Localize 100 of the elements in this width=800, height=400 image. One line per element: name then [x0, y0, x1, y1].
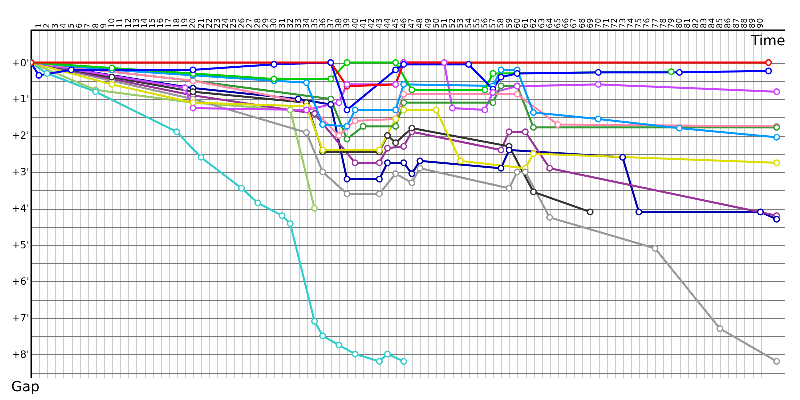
point	[668, 68, 675, 76]
point	[384, 160, 392, 166]
x-tick-label: 55	[472, 18, 482, 28]
point	[278, 212, 286, 220]
point	[408, 125, 416, 132]
y-tick-label: +1'	[12, 94, 30, 106]
point	[336, 342, 342, 349]
x-tick-label: 58	[496, 18, 506, 28]
point	[36, 72, 42, 79]
point	[546, 214, 554, 222]
point	[757, 208, 764, 216]
x-tick-label: 18	[172, 18, 182, 28]
x-tick-label: 25	[229, 18, 238, 28]
point	[408, 180, 416, 186]
x-tick-label: 90	[756, 18, 766, 28]
point	[482, 106, 488, 114]
x-tick-label: 68	[578, 18, 587, 28]
point	[352, 106, 359, 114]
point	[530, 109, 538, 116]
point	[457, 158, 464, 165]
x-tick-label: 24	[221, 18, 230, 28]
point	[498, 146, 505, 154]
point	[295, 96, 302, 103]
x-tick-label: 15	[148, 18, 158, 28]
y-tick-label: +6'	[12, 276, 30, 288]
x-tick-label: 84	[708, 18, 717, 28]
point	[530, 150, 538, 158]
point	[522, 168, 529, 176]
point	[311, 318, 318, 325]
x-tick-label: 10	[108, 18, 117, 28]
point	[765, 59, 772, 66]
x-tick-label: 20	[188, 18, 198, 28]
point	[254, 200, 262, 206]
point	[376, 176, 384, 183]
x-tick-label: 4	[58, 23, 68, 28]
point	[190, 104, 197, 112]
point	[400, 106, 408, 114]
x-tick-label: 59	[504, 18, 514, 28]
point	[319, 121, 326, 128]
point	[287, 220, 294, 228]
x-tick-label: 51	[440, 18, 449, 28]
x-tick-label: 12	[124, 18, 133, 28]
point	[392, 66, 400, 74]
point	[595, 81, 602, 88]
x-tick-label: 34	[302, 18, 312, 28]
x-tick-label: 40	[350, 18, 360, 28]
x-tick-label: 66	[562, 18, 571, 28]
point	[198, 154, 205, 161]
x-tick-label: 76	[642, 18, 652, 28]
point	[108, 81, 116, 88]
x-tick-label: 47	[408, 18, 417, 28]
point	[336, 132, 342, 140]
y-tick-label: +7'	[12, 313, 30, 324]
x-tick-label: 23	[212, 18, 222, 28]
point	[652, 245, 659, 252]
point	[376, 160, 384, 166]
x-tick-label: 77	[650, 18, 660, 28]
point	[311, 110, 318, 118]
point	[392, 123, 400, 130]
x-tick-label: 44	[383, 18, 392, 28]
point	[530, 188, 538, 196]
x-tick-label: 36	[318, 18, 328, 28]
point	[400, 143, 408, 150]
x-tick-label: 74	[626, 18, 636, 28]
x-tick-label: 26	[237, 18, 246, 28]
x-tick-label: 89	[748, 18, 758, 28]
x-tick-label: 83	[699, 18, 708, 28]
x-tick-label: 19	[180, 18, 190, 28]
x-tick-label: 85	[716, 18, 725, 28]
x-tick-label: 65	[553, 18, 562, 28]
point	[319, 332, 326, 340]
point	[619, 154, 626, 161]
point	[498, 165, 505, 172]
y-tick-label: +2'	[12, 131, 30, 142]
point	[328, 96, 334, 103]
point	[400, 81, 408, 88]
point	[514, 168, 521, 176]
x-tick-label: 31	[278, 18, 287, 28]
point	[400, 358, 408, 365]
x-tick-label: 72	[610, 18, 620, 28]
x-tick-label: 62	[529, 18, 538, 28]
x-tick-label: 80	[675, 18, 684, 28]
x-tick-label: 35	[310, 18, 320, 28]
point	[774, 160, 780, 166]
point	[774, 134, 780, 141]
x-tick-label: 75	[634, 18, 644, 28]
point	[765, 68, 772, 75]
point	[108, 74, 116, 81]
point	[287, 106, 294, 114]
x-tick-label: 33	[294, 18, 304, 28]
x-tick-label: 28	[254, 18, 263, 28]
x-tick-label: 13	[132, 18, 141, 28]
point	[595, 69, 602, 76]
point	[408, 86, 416, 94]
point	[595, 116, 602, 123]
x-tick-label: 50	[432, 18, 441, 28]
x-tick-label: 29	[262, 18, 271, 28]
x-tick-label: 81	[683, 18, 692, 28]
point	[68, 66, 75, 74]
x-tick-label: 69	[586, 18, 595, 28]
